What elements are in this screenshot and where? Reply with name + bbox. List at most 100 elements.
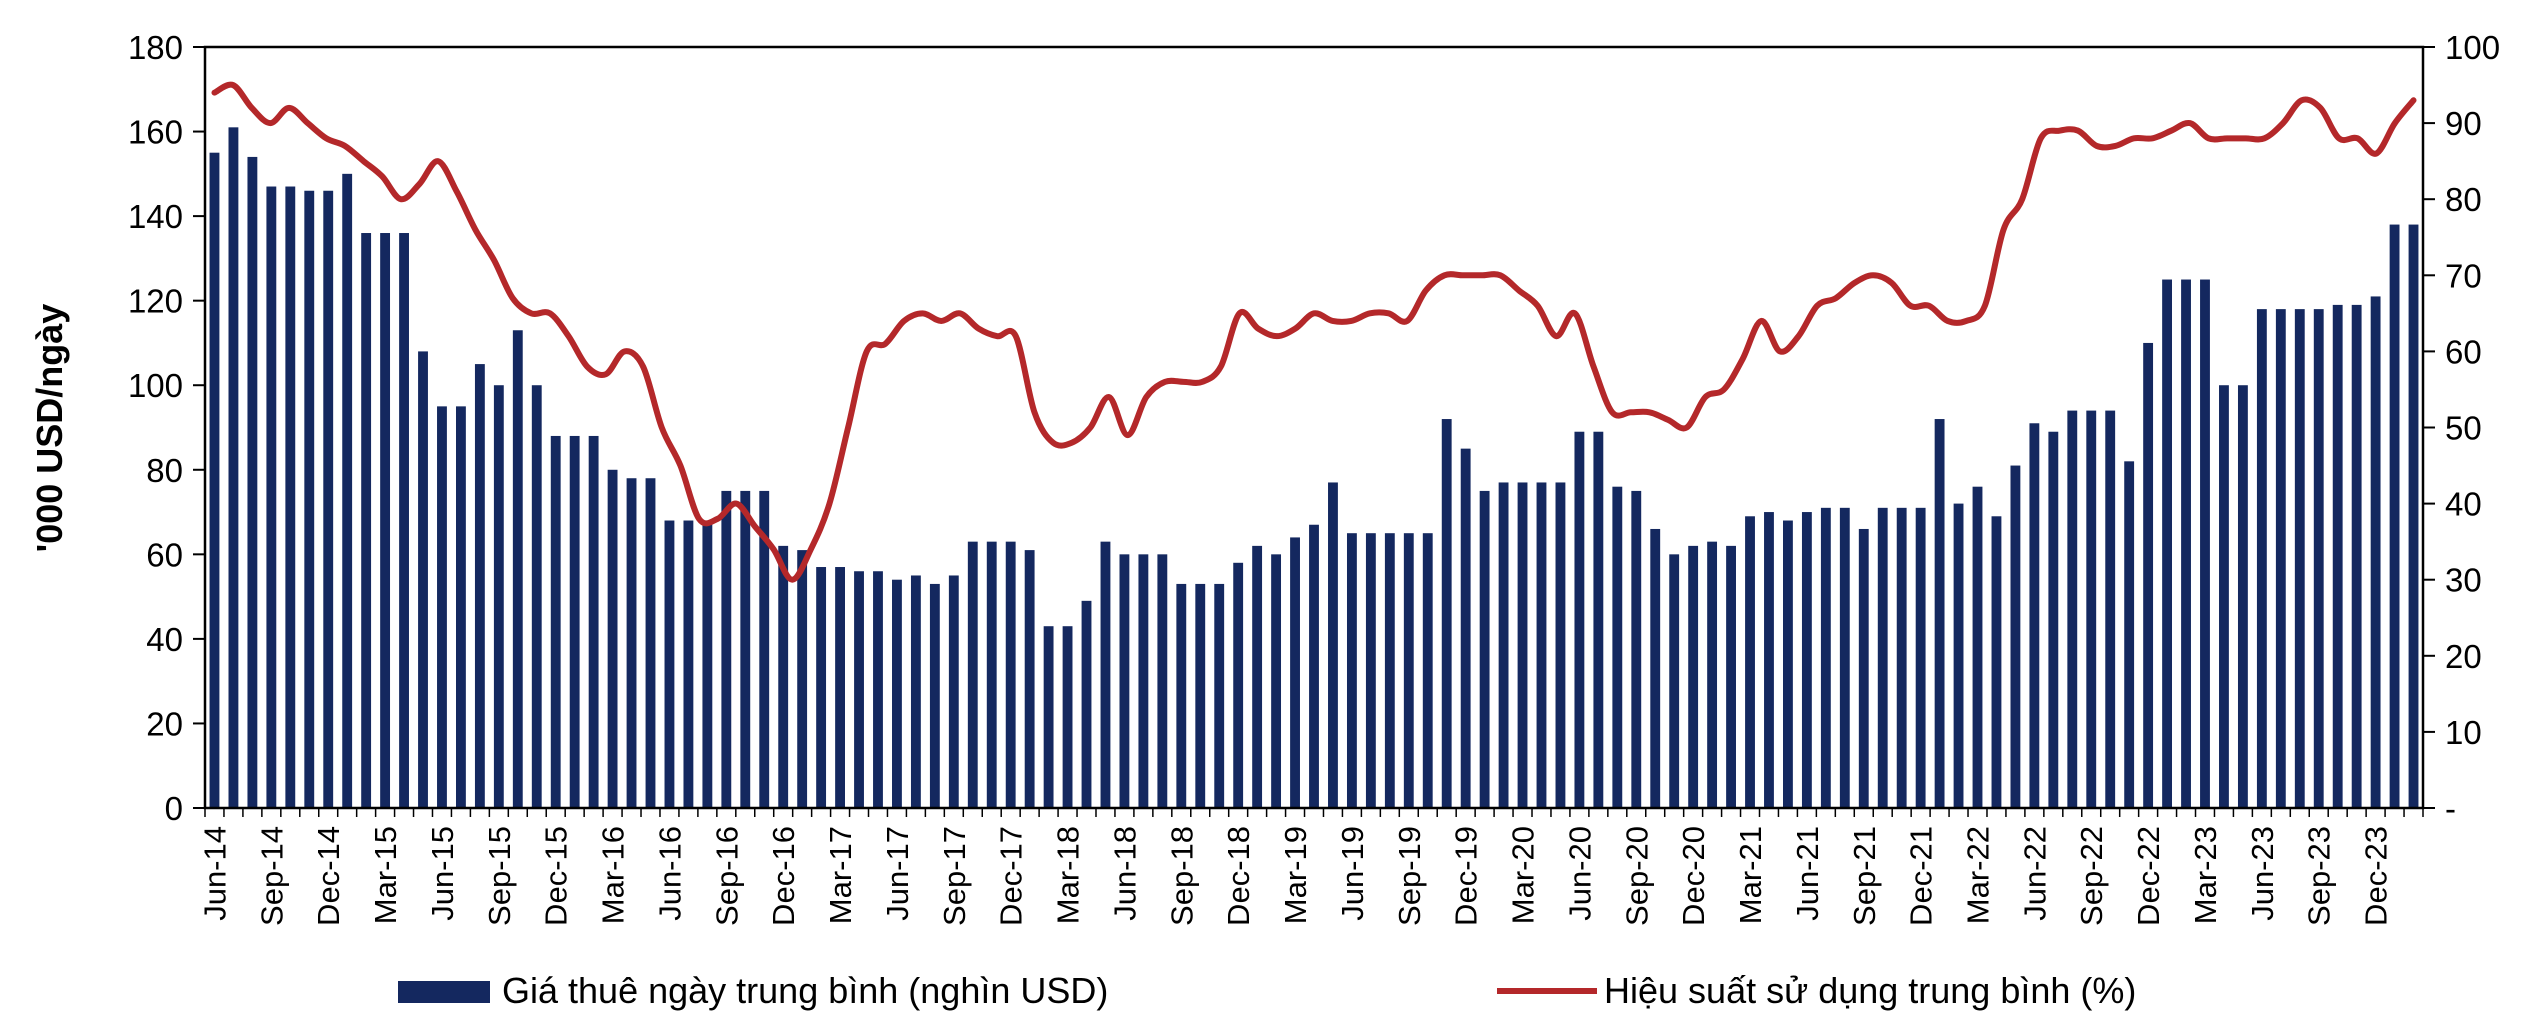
bar: [1100, 541, 1111, 808]
bar: [2029, 423, 2040, 808]
x-tick-label: Jun-21: [1790, 826, 1825, 921]
bar: [2181, 279, 2191, 808]
x-tick-label: Jun-23: [2245, 826, 2280, 921]
x-tick-label: Dec-18: [1221, 826, 1256, 926]
bar: [1290, 537, 1300, 808]
bar: [1195, 583, 1206, 808]
bar: [1820, 507, 1831, 808]
bar: [1422, 533, 1433, 808]
bar: [1138, 554, 1149, 808]
x-tick-label: Jun-22: [2017, 826, 2052, 921]
y-tick-label-right: 30: [2445, 562, 2482, 599]
bar: [626, 478, 637, 808]
bar: [910, 575, 921, 808]
bar: [342, 173, 353, 809]
x-tick-label: Jun-15: [425, 826, 460, 921]
x-tick-label: Mar-16: [596, 826, 631, 924]
bar: [2124, 461, 2135, 808]
bar: [607, 469, 618, 808]
bar: [967, 541, 978, 808]
y-tick-label-left: 100: [128, 367, 183, 404]
x-tick-label: Sep-18: [1164, 826, 1199, 926]
bar: [1764, 512, 1774, 808]
y-axis-title-left: '000 USD/ngày: [29, 304, 70, 553]
bar: [1991, 516, 2002, 808]
bar: [1839, 507, 1850, 808]
x-tick-label: Jun-16: [652, 826, 687, 921]
bar: [2389, 224, 2400, 809]
x-tick-label: Jun-18: [1107, 826, 1142, 921]
bar: [1176, 583, 1187, 808]
y-tick-label-right: 70: [2445, 257, 2482, 294]
x-tick-label: Dec-15: [539, 826, 574, 926]
bar: [1441, 419, 1452, 808]
y-tick-label-left: 0: [165, 790, 183, 827]
x-tick-label: Dec-21: [1904, 826, 1939, 926]
y-tick-label-right: 10: [2445, 714, 2482, 751]
bar: [2010, 465, 2021, 808]
bar: [1119, 554, 1130, 808]
bar: [399, 233, 409, 808]
bar: [1460, 448, 1471, 808]
x-tick-label: Jun-20: [1562, 826, 1597, 921]
bar: [512, 330, 523, 808]
bar-series: [209, 127, 2419, 809]
bar: [835, 567, 845, 808]
x-tick-label: Jun-17: [880, 826, 915, 921]
x-tick-label: Mar-15: [368, 826, 403, 924]
bar: [1498, 482, 1509, 808]
x-tick-label: Mar-19: [1278, 826, 1313, 924]
y-tick-label-left: 160: [128, 114, 183, 151]
legend-line-label: Hiệu suất sử dụng trung bình (%): [1604, 970, 2136, 1011]
bar: [1593, 431, 1604, 808]
bar: [1574, 431, 1585, 808]
bar: [1745, 516, 1755, 808]
y-tick-label-right: 40: [2445, 486, 2482, 523]
x-tick-label: Sep-16: [709, 826, 744, 926]
y-axis-right: - 10 20 30 40 50 60 70 80 90 100: [2423, 29, 2500, 827]
x-tick-label: Mar-18: [1051, 826, 1086, 924]
bar: [209, 152, 220, 808]
bar: [1555, 482, 1566, 808]
y-tick-label-left: 40: [146, 621, 183, 658]
bar: [1403, 533, 1414, 808]
bar: [437, 406, 447, 808]
bar: [2332, 304, 2343, 808]
bar: [683, 520, 694, 808]
bar: [1858, 528, 1869, 808]
bar: [1157, 554, 1168, 808]
y-tick-label-left: 80: [146, 452, 183, 489]
bar: [1517, 482, 1528, 808]
bar: [892, 579, 902, 808]
y-tick-label-left: 140: [128, 198, 183, 235]
bar: [323, 190, 334, 808]
x-tick-label: Dec-16: [766, 826, 801, 926]
x-tick-label: Dec-20: [1676, 826, 1711, 926]
bar: [2162, 279, 2173, 808]
y-tick-label-left: 20: [146, 705, 183, 742]
x-tick-label: Mar-23: [2188, 826, 2223, 924]
x-tick-label: Mar-21: [1733, 826, 1768, 924]
bar: [2219, 385, 2229, 808]
bar: [929, 583, 940, 808]
bar: [1934, 419, 1945, 808]
bar: [2086, 410, 2097, 808]
bar: [1252, 545, 1263, 808]
bar: [1631, 490, 1642, 808]
x-tick-label: Mar-17: [823, 826, 858, 924]
bar: [1214, 583, 1225, 808]
x-tick-label: Dec-17: [994, 826, 1029, 926]
bar: [2351, 304, 2362, 808]
x-tick-label: Dec-19: [1449, 826, 1484, 926]
bar: [1536, 482, 1547, 808]
bar: [2275, 309, 2286, 808]
bar: [2067, 410, 2078, 808]
x-axis: Jun-14 Sep-14 Dec-14 Mar-15 Jun-15 Sep-15 Dec-…: [197, 808, 2424, 926]
bar: [247, 156, 258, 808]
bar: [1328, 482, 1338, 808]
x-tick-label: Sep-21: [1847, 826, 1882, 926]
x-tick-label: Sep-20: [1619, 826, 1654, 926]
bar: [2256, 309, 2267, 808]
y-tick-label-left: 60: [146, 536, 183, 573]
